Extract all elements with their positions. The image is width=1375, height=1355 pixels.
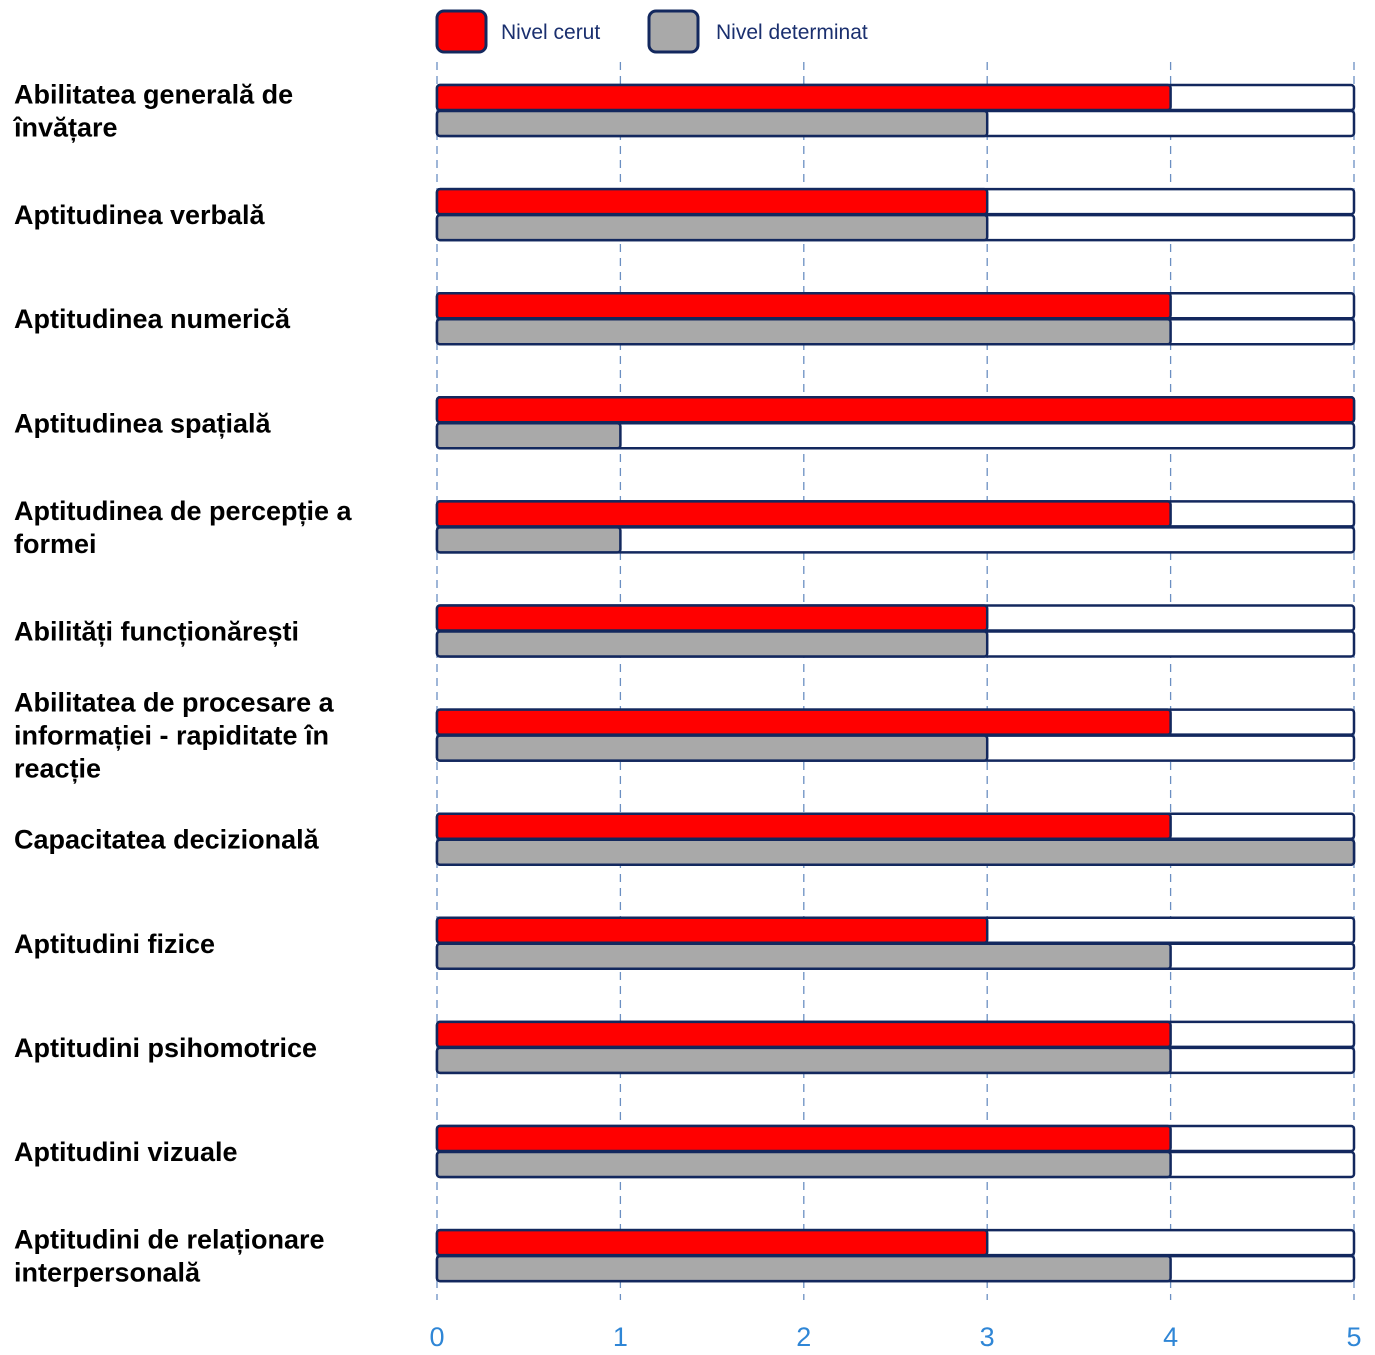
category-label-line: Aptitudinea verbală	[14, 200, 266, 230]
category-label: Aptitudini vizuale	[14, 1137, 238, 1167]
x-tick-label-2: 2	[796, 1322, 811, 1352]
category-label-line: Aptitudini de relaționare	[14, 1225, 325, 1255]
category-label: Aptitudinea numerică	[14, 304, 291, 334]
category-label: Abilități funcționărești	[14, 617, 299, 647]
category-label: Abilitatea generală de învățare	[12, 80, 293, 143]
category-label: Aptitudini de relaționare interpersonală	[14, 1225, 325, 1288]
bar-nivel-determinat	[435, 734, 989, 762]
bar-nivel-determinat	[435, 213, 989, 242]
category-label-line: învățare	[12, 113, 118, 143]
x-tick-label-1: 1	[613, 1322, 628, 1352]
bar-nivel-cerut	[435, 1228, 989, 1257]
category-label-line: Capacitatea decizională	[14, 825, 320, 855]
category-label-line: Aptitudinea de percepție a	[14, 496, 353, 526]
category-label-line: Abilități funcționărești	[14, 617, 299, 647]
bar-nivel-determinat	[435, 422, 622, 450]
legend-label-nivel-cerut: Nivel cerut	[501, 21, 600, 44]
category-label-line: Abilitatea generală de	[14, 80, 293, 110]
bar-nivel-determinat	[435, 109, 989, 138]
category-label: Aptitudinea spațială	[14, 408, 272, 438]
bar-nivel-cerut	[435, 1020, 1172, 1049]
legend-label-nivel-determinat: Nivel determinat	[716, 21, 868, 44]
bar-nivel-determinat	[435, 1046, 1172, 1075]
category-label-line: Aptitudinea numerică	[14, 304, 291, 334]
legend-swatch-nivel-determinat	[647, 9, 700, 54]
x-tick-label-3: 3	[980, 1322, 995, 1352]
legend: Nivel cerut Nivel determinat	[435, 9, 868, 54]
category-label-line: informației - rapiditate în	[14, 721, 329, 751]
category-label: Capacitatea decizională	[14, 825, 320, 855]
x-tick-label-0: 0	[429, 1322, 444, 1352]
category-labels: Abilitatea generală de învățare Aptitudine…	[12, 80, 353, 1288]
category-label: Aptitudini fizice	[14, 929, 215, 959]
legend-swatch-nivel-cerut	[435, 9, 488, 54]
bar-nivel-determinat	[435, 526, 622, 554]
category-label-line: formei	[14, 529, 97, 559]
bar-nivel-determinat	[435, 838, 1356, 866]
category-label-line: Abilitatea de procesare a	[14, 688, 335, 718]
category-label-line: Aptitudini fizice	[14, 929, 215, 959]
bar-nivel-cerut	[435, 1124, 1172, 1153]
category-label: Abilitatea de procesare a informației - r…	[14, 688, 335, 784]
x-tick-label-5: 5	[1346, 1322, 1361, 1352]
bar-nivel-cerut	[435, 812, 1172, 840]
category-label-line: Aptitudini psihomotrice	[14, 1033, 317, 1063]
bar-nivel-determinat	[435, 630, 989, 658]
bar-nivel-determinat	[435, 942, 1172, 971]
category-label-line: Aptitudinea spațială	[14, 408, 272, 438]
category-label-line: reacție	[14, 754, 101, 784]
bar-nivel-cerut	[435, 604, 989, 632]
bar-nivel-cerut	[435, 83, 1172, 112]
category-label-line: interpersonală	[14, 1258, 201, 1288]
grid-lines	[436, 62, 1355, 1300]
x-tick-label-4: 4	[1163, 1322, 1178, 1352]
category-label: Aptitudinea de percepție a formei	[14, 496, 353, 559]
bar-nivel-determinat	[435, 1254, 1172, 1283]
bar-nivel-determinat	[435, 1150, 1172, 1179]
bar-nivel-determinat	[435, 317, 1172, 346]
x-axis-ticks: 0 1 2 3 4 5	[429, 1322, 1361, 1352]
category-label: Aptitudinea verbală	[14, 200, 266, 230]
bar-nivel-cerut	[435, 187, 989, 216]
bar-nivel-cerut	[435, 396, 1356, 424]
bar-nivel-cerut	[435, 708, 1172, 736]
bar-nivel-cerut	[435, 916, 989, 945]
category-label: Aptitudini psihomotrice	[14, 1033, 317, 1063]
bars	[435, 83, 1356, 1283]
bar-nivel-cerut	[435, 500, 1172, 528]
category-label-line: Aptitudini vizuale	[14, 1137, 238, 1167]
bar-nivel-cerut	[435, 291, 1172, 320]
